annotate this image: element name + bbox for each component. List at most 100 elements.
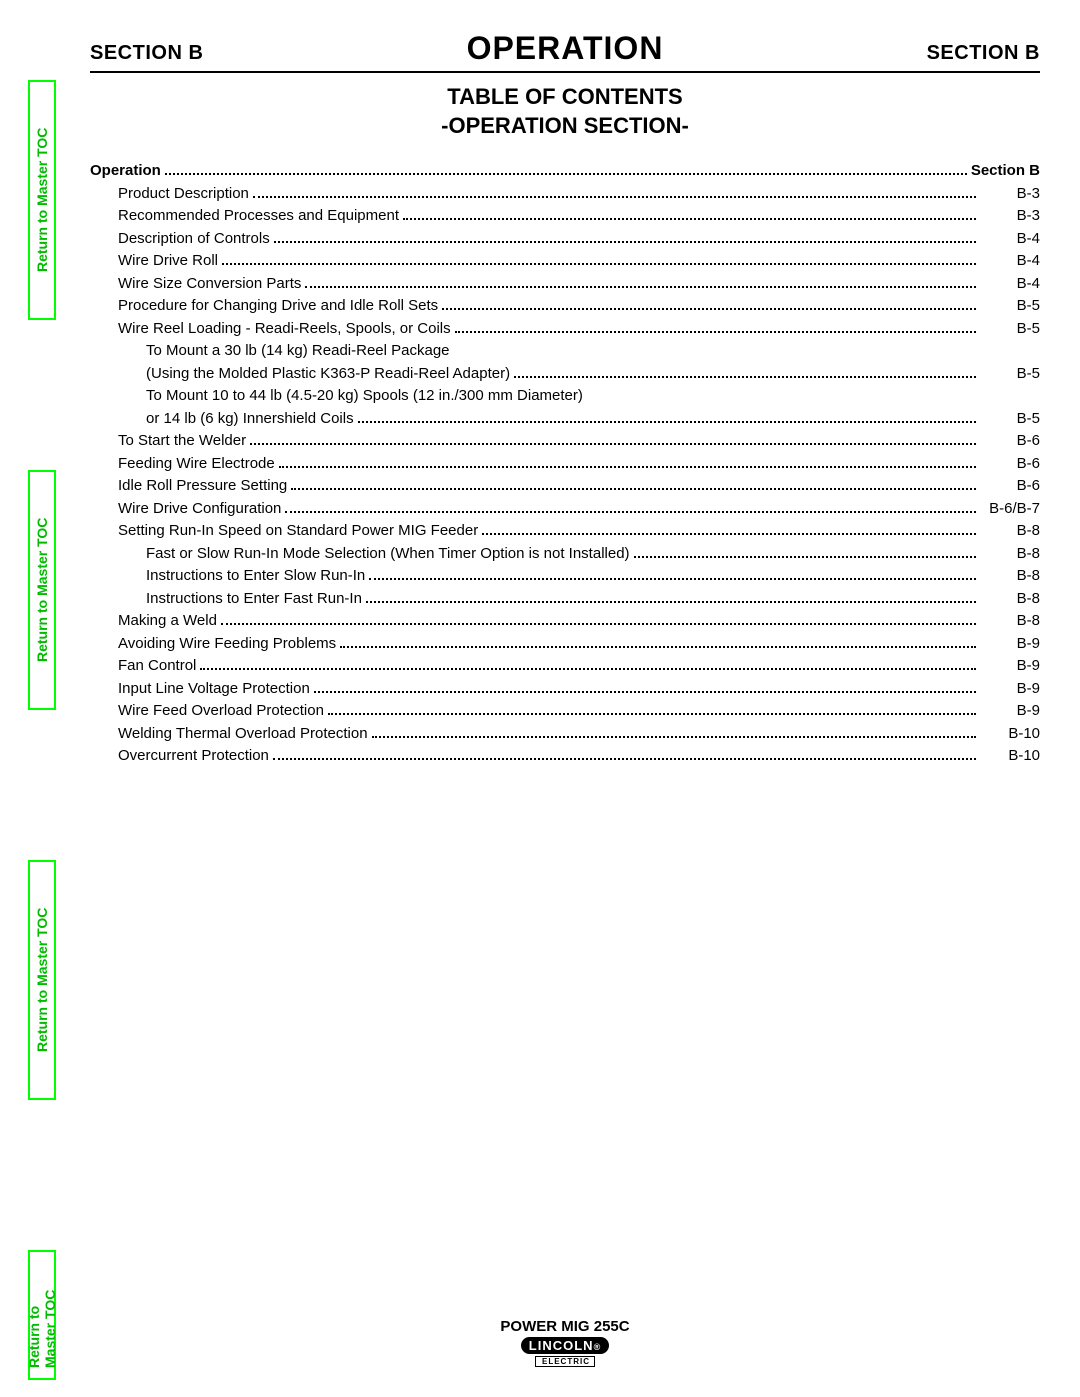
toc-entry[interactable]: Recommended Processes and Equipment B-3 <box>90 205 1040 228</box>
toc-heading: TABLE OF CONTENTS -OPERATION SECTION- <box>90 83 1040 140</box>
logo-sub-text: ELECTRIC <box>535 1356 595 1367</box>
toc-entry-label: Wire Size Conversion Parts <box>118 273 301 296</box>
toc-entry[interactable]: To Start the Welder B-6 <box>90 430 1040 453</box>
toc-entry-page: B-8 <box>980 588 1040 611</box>
toc-entry[interactable]: Wire Reel Loading - Readi-Reels, Spools,… <box>90 318 1040 341</box>
toc-entry-page: B-10 <box>980 745 1040 768</box>
toc-leader-dots <box>358 409 976 423</box>
toc-entry[interactable]: Overcurrent Protection B-10 <box>90 745 1040 768</box>
toc-entry-label: Wire Drive Roll <box>118 250 218 273</box>
toc-entry-label: To Mount a 30 lb (14 kg) Readi-Reel Pack… <box>146 340 450 363</box>
toc-leader-dots <box>291 477 976 491</box>
toc-entry-label: (Using the Molded Plastic K363-P Readi-R… <box>146 363 510 386</box>
toc-entry[interactable]: or 14 lb (6 kg) Innershield CoilsB-5 <box>90 408 1040 431</box>
toc-entry[interactable]: Input Line Voltage Protection B-9 <box>90 678 1040 701</box>
toc-entry-label: Avoiding Wire Feeding Problems <box>118 633 336 656</box>
toc-entry-page: B-3 <box>980 205 1040 228</box>
toc-entry-label: Making a Weld <box>118 610 217 633</box>
toc-entry[interactable]: Wire Feed Overload Protection B-9 <box>90 700 1040 723</box>
toc-leader-dots <box>366 589 976 603</box>
table-of-contents: Operation Section B Product Description B… <box>90 160 1040 768</box>
toc-leader-dots <box>482 522 976 536</box>
toc-entry[interactable]: Description of ControlsB-4 <box>90 228 1040 251</box>
toc-entry-label: Idle Roll Pressure Setting <box>118 475 287 498</box>
toc-leader-dots <box>305 274 976 288</box>
section-label-right: SECTION B <box>927 42 1040 65</box>
page-body: SECTION B OPERATION SECTION B TABLE OF C… <box>90 30 1040 1367</box>
toc-entry[interactable]: Avoiding Wire Feeding Problems B-9 <box>90 633 1040 656</box>
toc-entry-page: B-8 <box>980 610 1040 633</box>
toc-entry-label: Operation <box>90 160 161 183</box>
toc-entry-page: B-6 <box>980 430 1040 453</box>
toc-entry-label: Welding Thermal Overload Protection <box>118 723 368 746</box>
toc-entry-label: Wire Feed Overload Protection <box>118 700 324 723</box>
toc-entry-page: B-4 <box>980 250 1040 273</box>
toc-entry[interactable]: Fast or Slow Run-In Mode Selection (When… <box>90 543 1040 566</box>
toc-entry-label: Input Line Voltage Protection <box>118 678 310 701</box>
toc-leader-dots <box>455 319 976 333</box>
toc-entry-page: B-6 <box>980 453 1040 476</box>
toc-entry-page: B-9 <box>980 678 1040 701</box>
toc-entry-page: B-9 <box>980 700 1040 723</box>
toc-entry-label: To Mount 10 to 44 lb (4.5-20 kg) Spools … <box>146 385 583 408</box>
toc-entry[interactable]: Wire Drive Roll B-4 <box>90 250 1040 273</box>
toc-leader-dots <box>514 364 976 378</box>
toc-entry-label: To Start the Welder <box>118 430 246 453</box>
toc-entry[interactable]: Setting Run-In Speed on Standard Power M… <box>90 520 1040 543</box>
toc-entry-label: Instructions to Enter Slow Run-In <box>146 565 365 588</box>
toc-entry-label: Recommended Processes and Equipment <box>118 205 399 228</box>
toc-entry[interactable]: Feeding Wire ElectrodeB-6 <box>90 453 1040 476</box>
toc-entry-label: or 14 lb (6 kg) Innershield Coils <box>146 408 354 431</box>
toc-entry[interactable]: To Mount 10 to 44 lb (4.5-20 kg) Spools … <box>90 385 1040 408</box>
toc-entry-page: Section B <box>971 160 1040 183</box>
toc-entry[interactable]: Wire Size Conversion Parts B-4 <box>90 273 1040 296</box>
toc-entry[interactable]: Procedure for Changing Drive and Idle Ro… <box>90 295 1040 318</box>
toc-entry[interactable]: Product Description B-3 <box>90 183 1040 206</box>
toc-entry-label: Procedure for Changing Drive and Idle Ro… <box>118 295 438 318</box>
toc-entry[interactable]: Wire Drive Configuration B-6/B-7 <box>90 498 1040 521</box>
toc-entry-page: B-5 <box>980 295 1040 318</box>
page-header: SECTION B OPERATION SECTION B <box>90 30 1040 73</box>
return-master-toc-tab[interactable]: Return to Master TOC <box>28 80 56 320</box>
toc-leader-dots <box>253 184 976 198</box>
toc-heading-line2: -OPERATION SECTION- <box>90 112 1040 141</box>
product-model: POWER MIG 255C <box>90 1318 1040 1335</box>
toc-entry-label: Overcurrent Protection <box>118 745 269 768</box>
toc-entry-label: Product Description <box>118 183 249 206</box>
toc-entry-page: B-9 <box>980 633 1040 656</box>
toc-entry-page: B-4 <box>980 228 1040 251</box>
toc-section-row: Operation Section B <box>90 160 1040 183</box>
toc-heading-line1: TABLE OF CONTENTS <box>90 83 1040 112</box>
lincoln-logo: LINCOLN® <box>521 1337 609 1354</box>
toc-leader-dots <box>250 432 976 446</box>
toc-entry-page: B-9 <box>980 655 1040 678</box>
toc-leader-dots <box>634 544 976 558</box>
toc-entry-page: B-10 <box>980 723 1040 746</box>
toc-leader-dots <box>222 252 976 266</box>
toc-entry-page: B-5 <box>980 318 1040 341</box>
toc-entry-label: Instructions to Enter Fast Run-In <box>146 588 362 611</box>
toc-entry[interactable]: Making a Weld B-8 <box>90 610 1040 633</box>
toc-entry[interactable]: Fan Control B-9 <box>90 655 1040 678</box>
toc-entry-label: Wire Drive Configuration <box>118 498 281 521</box>
toc-entry-page: B-6 <box>980 475 1040 498</box>
toc-entry-label: Fan Control <box>118 655 196 678</box>
toc-leader-dots <box>221 612 976 626</box>
toc-entry[interactable]: Instructions to Enter Slow Run-InB-8 <box>90 565 1040 588</box>
toc-entry[interactable]: Idle Roll Pressure Setting B-6 <box>90 475 1040 498</box>
toc-entry-page: B-3 <box>980 183 1040 206</box>
toc-entry-page: B-4 <box>980 273 1040 296</box>
return-master-toc-tab[interactable]: Return to Master TOC <box>28 1250 56 1380</box>
section-label-left: SECTION B <box>90 42 203 65</box>
toc-leader-dots <box>442 297 976 311</box>
toc-entry[interactable]: Welding Thermal Overload Protection B-10 <box>90 723 1040 746</box>
return-master-toc-tab[interactable]: Return to Master TOC <box>28 470 56 710</box>
toc-entry[interactable]: To Mount a 30 lb (14 kg) Readi-Reel Pack… <box>90 340 1040 363</box>
toc-leader-dots <box>274 229 976 243</box>
toc-entry[interactable]: Instructions to Enter Fast Run-In B-8 <box>90 588 1040 611</box>
return-master-toc-tab[interactable]: Return to Master TOC <box>28 860 56 1100</box>
toc-leader-dots <box>328 702 976 716</box>
toc-entry[interactable]: (Using the Molded Plastic K363-P Readi-R… <box>90 363 1040 386</box>
toc-leader-dots <box>369 567 976 581</box>
toc-entry-page: B-6/B-7 <box>980 498 1040 521</box>
